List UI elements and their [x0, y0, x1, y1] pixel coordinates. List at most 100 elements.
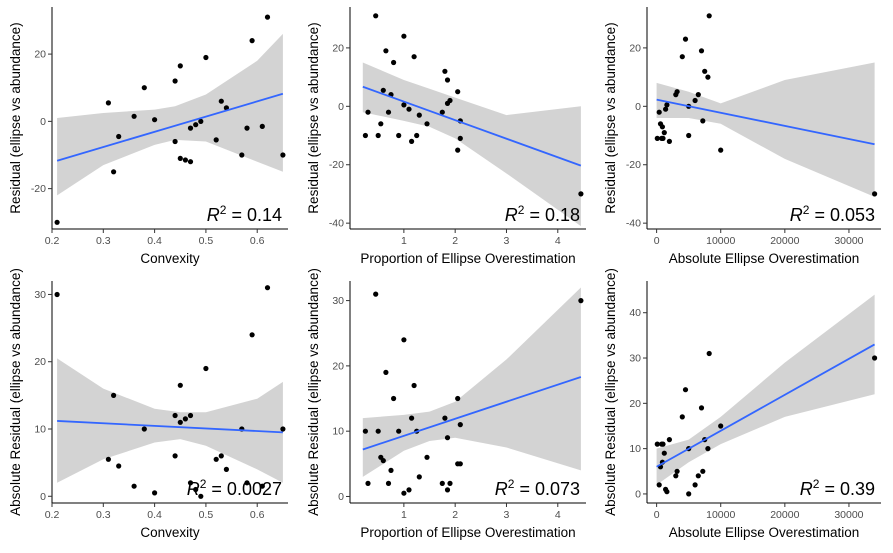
x-axis-label: Convexity [140, 251, 200, 266]
r-label: R [207, 205, 220, 225]
data-point [401, 337, 407, 343]
data-point [141, 426, 147, 432]
panel-1: 0.2 0.3 0.4 0.5 0.6 -20 0 20 Convexity Residual (… [8, 7, 288, 266]
y-tick-label: 0 [338, 491, 344, 503]
y-tick-label: 30 [332, 295, 344, 307]
x-tick-label: 1 [401, 235, 407, 247]
data-point [105, 100, 111, 106]
data-point [383, 369, 389, 375]
r-label: R [790, 205, 803, 225]
data-point [182, 157, 188, 163]
r-squared-annotation: R2 = 0.18 [505, 203, 580, 225]
data-point [385, 109, 392, 115]
data-point [660, 441, 666, 447]
data-point [111, 169, 117, 175]
data-point [187, 125, 194, 131]
data-point [391, 395, 397, 402]
data-point [218, 98, 224, 104]
data-point [686, 491, 692, 497]
y-tick-label: 20 [332, 42, 344, 54]
data-point [409, 415, 415, 421]
data-point [172, 138, 178, 145]
x-tick-label: 2 [452, 509, 458, 521]
data-point [442, 415, 448, 421]
data-point [193, 122, 199, 128]
data-point [705, 446, 711, 452]
trend-line [656, 98, 875, 146]
x-tick-label: 1 [401, 509, 407, 521]
data-point [686, 132, 692, 139]
data-point [439, 480, 445, 486]
data-point [172, 412, 178, 419]
data-point [203, 54, 209, 61]
x-tick-label: 0.3 [96, 509, 111, 521]
y-axis-label: Residual (ellipse vs abundance) [603, 22, 618, 213]
x-tick-label: 0.5 [199, 235, 214, 247]
r-label: R [495, 479, 508, 499]
r-superscript: 2 [803, 203, 810, 217]
data-point [249, 332, 255, 338]
data-point [388, 467, 394, 473]
r-superscript: 2 [200, 477, 207, 491]
data-point [152, 117, 158, 123]
y-tick-label: 20 [34, 49, 46, 61]
data-point [239, 152, 245, 158]
data-point [705, 74, 711, 80]
y-tick-label: -20 [626, 159, 641, 171]
y-tick-label: -20 [31, 183, 46, 195]
data-point [198, 118, 204, 124]
y-axis-label: Residual (ellipse vs abundance) [306, 22, 321, 213]
panel-4: 0.2 0.3 0.4 0.5 0.6 0 10 20 30 Convexity Absolute … [8, 268, 288, 540]
data-point [375, 132, 381, 139]
data-point [439, 109, 445, 115]
data-point [663, 106, 669, 112]
data-point [111, 392, 117, 398]
y-axis-label: Residual (ellipse vs abundance) [8, 22, 23, 213]
data-point [702, 68, 708, 74]
confidence-band [57, 358, 283, 483]
data-point [401, 33, 407, 39]
confidence-band [656, 62, 875, 197]
data-point [447, 480, 453, 486]
x-tick-label: 0.3 [96, 235, 111, 247]
data-point [249, 38, 255, 44]
y-tick-label: 40 [629, 307, 641, 319]
trend-line [56, 92, 284, 162]
data-point [54, 219, 60, 225]
r-value: = 0.073 [514, 479, 580, 499]
x-tick-label: 30000 [834, 509, 863, 521]
data-point [700, 468, 706, 474]
data-point [378, 121, 384, 127]
data-point [692, 482, 698, 488]
y-tick-label: 0 [338, 101, 344, 113]
trend-line [362, 376, 582, 451]
data-point [244, 480, 250, 486]
y-axis-label: Absolute Residual (ellipse vs abundance) [603, 268, 618, 516]
y-tick-label: 0 [635, 488, 641, 500]
data-point [391, 59, 397, 66]
data-point [718, 147, 724, 153]
y-tick-label: 30 [629, 353, 641, 365]
data-point [872, 191, 878, 197]
r-squared-annotation: R2 = 0.0027 [187, 477, 282, 499]
data-point [659, 124, 666, 130]
data-point [380, 87, 386, 93]
data-point [280, 152, 286, 158]
data-point [578, 298, 584, 304]
data-point [131, 483, 137, 489]
r-superscript: 2 [220, 203, 227, 217]
data-point [131, 113, 137, 119]
x-tick-label: 30000 [834, 235, 863, 247]
data-point [244, 125, 250, 131]
data-point [213, 456, 219, 462]
confidence-band [57, 33, 283, 196]
data-point [280, 426, 286, 432]
data-point [424, 121, 430, 127]
data-point [654, 441, 660, 447]
data-point [444, 435, 451, 441]
r-squared-annotation: R2 = 0.053 [790, 203, 875, 225]
data-point [193, 486, 199, 493]
y-tick-label: 10 [34, 424, 46, 436]
data-point [674, 89, 680, 95]
r-superscript: 2 [508, 477, 515, 491]
